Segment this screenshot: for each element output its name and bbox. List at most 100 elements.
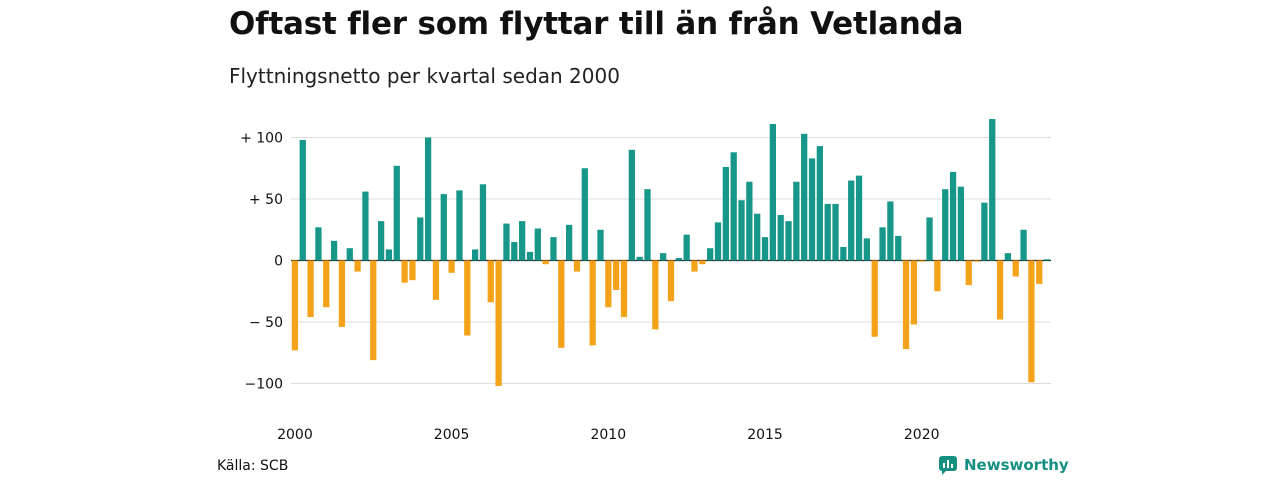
bar <box>840 246 847 261</box>
bar <box>401 260 408 283</box>
bar <box>832 203 839 261</box>
x-tick-label: 2005 <box>434 427 470 443</box>
brand-logo: Newsworthy <box>938 455 1069 475</box>
bar <box>377 221 385 261</box>
bar <box>315 227 322 261</box>
x-tick-label: 2015 <box>747 427 783 443</box>
bar <box>1036 260 1043 284</box>
bar <box>581 168 588 261</box>
bar <box>424 137 432 261</box>
bar <box>824 203 831 261</box>
bar <box>675 258 682 261</box>
bar <box>1043 259 1051 261</box>
bar <box>667 260 675 302</box>
bar <box>926 217 933 261</box>
bar <box>714 222 722 261</box>
bar <box>754 213 761 261</box>
bar <box>456 190 463 261</box>
bar <box>620 260 628 318</box>
bar <box>291 260 299 351</box>
bar <box>730 152 737 261</box>
bar <box>769 123 776 261</box>
chart-subtitle: Flyttningsnetto per kvartal sedan 2000 <box>229 64 620 88</box>
y-tick-label: − 50 <box>249 315 283 331</box>
bar <box>965 260 972 286</box>
bar <box>957 186 965 261</box>
bar <box>918 260 925 262</box>
bar <box>613 260 620 291</box>
bar <box>942 189 949 261</box>
x-tick-label: 2020 <box>904 427 940 443</box>
bar <box>542 260 549 265</box>
bar <box>393 165 400 261</box>
bar <box>636 256 643 261</box>
bar <box>785 221 792 261</box>
bar <box>808 158 816 261</box>
bar <box>323 260 330 308</box>
bar <box>949 171 957 261</box>
bar <box>605 260 612 308</box>
bar <box>511 242 518 261</box>
bar <box>1020 229 1027 261</box>
bar <box>1004 253 1012 261</box>
bar <box>855 175 863 261</box>
bar <box>910 260 918 325</box>
chart-title: Oftast fler som flyttar till än från Vet… <box>229 6 964 42</box>
bar <box>863 238 871 261</box>
bar <box>448 260 455 273</box>
bar <box>738 200 745 261</box>
bar <box>652 260 659 330</box>
y-tick-label: −100 <box>245 377 283 393</box>
bar <box>573 260 581 272</box>
bar <box>558 260 565 348</box>
bar <box>660 253 667 261</box>
bar <box>895 235 902 261</box>
bar <box>432 260 440 300</box>
bar <box>464 260 471 336</box>
bar <box>934 260 941 292</box>
x-tick-label: 2010 <box>590 427 626 443</box>
newsworthy-logo-icon <box>939 456 957 475</box>
x-tick-label: 2000 <box>277 427 313 443</box>
bar <box>848 180 855 261</box>
bar <box>440 194 447 261</box>
bar <box>761 237 769 261</box>
source-note: Källa: SCB <box>217 458 289 474</box>
bar <box>981 202 988 261</box>
y-tick-label: 0 <box>274 254 283 270</box>
bar <box>683 234 690 261</box>
bar <box>597 229 604 261</box>
bar <box>417 217 424 261</box>
bar <box>409 260 416 281</box>
bar <box>871 260 878 337</box>
bar <box>299 139 306 261</box>
bar <box>471 249 479 261</box>
bar <box>487 260 494 303</box>
bar <box>370 260 377 361</box>
bar <box>793 181 800 261</box>
bar <box>816 146 823 261</box>
bar <box>722 167 729 261</box>
bar <box>801 133 808 261</box>
bar <box>526 251 534 261</box>
y-axis-ticks: + 100 + 50 0 − 50 −100 <box>240 131 283 393</box>
bars <box>291 119 1051 386</box>
bar <box>902 260 910 350</box>
bar <box>746 181 753 261</box>
y-tick-label: + 50 <box>249 192 283 208</box>
bar <box>479 184 487 261</box>
bar <box>495 260 502 386</box>
bar <box>519 221 526 261</box>
bar <box>628 149 635 261</box>
bar <box>777 214 784 261</box>
bar <box>534 228 541 261</box>
bar <box>330 240 338 261</box>
bar <box>1028 260 1035 383</box>
bar <box>644 189 651 261</box>
bar <box>354 260 361 272</box>
bar <box>879 227 886 261</box>
bar <box>338 260 346 327</box>
bar <box>503 223 510 261</box>
bar <box>385 249 393 261</box>
